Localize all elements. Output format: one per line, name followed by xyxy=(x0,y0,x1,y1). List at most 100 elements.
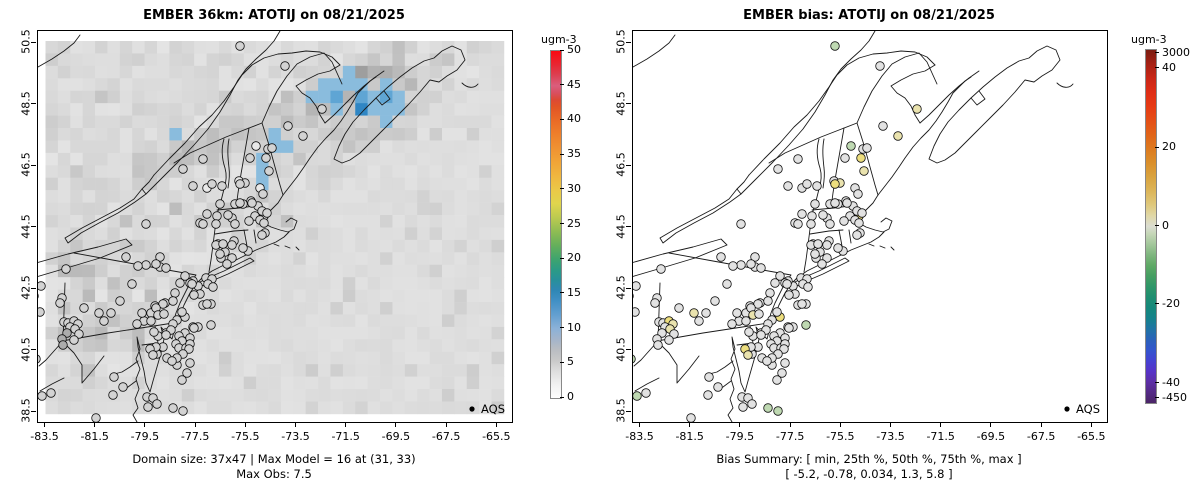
raster-cell xyxy=(107,128,121,141)
aqs-station-marker xyxy=(202,209,212,219)
raster-cell xyxy=(169,215,183,228)
aqs-station-marker xyxy=(875,61,885,71)
raster-cell xyxy=(157,389,170,402)
aqs-station-marker xyxy=(797,299,807,309)
raster-cell xyxy=(119,227,133,241)
raster-cell xyxy=(491,215,505,228)
raster-cell xyxy=(355,252,368,266)
raster-cell xyxy=(441,351,455,365)
raster-cell xyxy=(70,302,83,315)
raster-cell xyxy=(441,339,455,353)
raster-cell xyxy=(491,140,505,154)
raster-cell xyxy=(441,53,455,67)
raster-cell xyxy=(107,41,121,54)
raster-cell xyxy=(132,339,145,353)
raster-cell xyxy=(95,339,108,353)
raster-cell xyxy=(218,351,232,365)
raster-cell xyxy=(318,239,331,253)
raster-cell xyxy=(57,115,71,129)
raster-cell xyxy=(169,239,183,253)
raster-cell xyxy=(157,78,170,92)
raster-cell xyxy=(330,177,344,191)
aqs-station-marker xyxy=(244,216,254,226)
raster-cell xyxy=(466,239,480,253)
raster-cell xyxy=(95,152,108,166)
colorbar-tick xyxy=(1155,52,1159,54)
raster-cell xyxy=(417,264,430,278)
aqs-station-marker xyxy=(770,278,780,288)
raster-cell xyxy=(367,326,381,340)
raster-cell xyxy=(243,78,257,92)
raster-cell xyxy=(441,78,455,92)
raster-cell xyxy=(57,215,71,228)
raster-cell xyxy=(355,65,368,79)
raster-cell xyxy=(466,302,480,315)
raster-cell xyxy=(218,277,232,290)
raster-cell xyxy=(231,339,245,353)
raster-cell xyxy=(429,202,443,216)
raster-cell xyxy=(243,53,257,67)
raster-cell xyxy=(330,227,344,241)
raster-cell xyxy=(380,202,393,216)
raster-cell xyxy=(380,152,393,166)
raster-cell xyxy=(466,128,480,141)
raster-cell xyxy=(194,78,207,92)
raster-cell xyxy=(380,351,393,365)
boundary-line xyxy=(273,243,300,251)
raster-cell xyxy=(82,53,96,67)
raster-cell xyxy=(132,252,145,266)
model-colorbar xyxy=(550,50,562,399)
raster-cell xyxy=(479,152,492,166)
raster-cell xyxy=(491,227,505,241)
raster-cell xyxy=(119,215,133,228)
y-axis-tick-label: 42.5 xyxy=(19,275,33,300)
raster-cell xyxy=(342,264,356,278)
aqs-station-marker xyxy=(235,179,245,189)
raster-cell xyxy=(157,128,170,141)
raster-cell xyxy=(318,227,331,241)
raster-cell xyxy=(218,90,232,104)
raster-cell xyxy=(181,65,195,79)
raster-cell xyxy=(367,339,381,353)
raster-cell xyxy=(417,364,430,377)
raster-cell xyxy=(268,128,282,141)
raster-cell xyxy=(206,326,220,340)
raster-cell xyxy=(380,53,393,67)
x-axis-tick xyxy=(44,422,45,427)
raster-cell xyxy=(256,376,269,390)
raster-cell xyxy=(70,41,83,54)
raster-cell xyxy=(367,202,381,216)
raster-cell xyxy=(293,227,306,241)
raster-cell xyxy=(367,165,381,179)
raster-cell xyxy=(268,401,282,415)
aqs-station-marker xyxy=(830,41,840,51)
raster-cell xyxy=(367,78,381,92)
raster-cell xyxy=(305,165,319,179)
raster-cell xyxy=(342,202,356,216)
x-axis-tick-label: -71.5 xyxy=(331,430,360,443)
raster-cell xyxy=(330,202,344,216)
raster-cell xyxy=(45,165,59,179)
aqs-station-marker xyxy=(833,243,843,253)
right-caption-line2: [ -5.2, -0.78, 0.034, 1.3, 5.8 ] xyxy=(785,467,953,481)
aqs-station-marker xyxy=(912,104,922,114)
raster-cell xyxy=(305,326,319,340)
raster-cell xyxy=(206,339,220,353)
raster-cell xyxy=(144,177,158,191)
raster-cell xyxy=(466,314,480,328)
raster-cell xyxy=(107,78,121,92)
raster-cell xyxy=(45,227,59,241)
raster-cell xyxy=(466,277,480,290)
y-axis-tick-label: 38.5 xyxy=(19,398,33,423)
raster-cell xyxy=(256,65,269,79)
aqs-station-marker xyxy=(247,198,257,208)
raster-cell xyxy=(70,401,83,415)
aqs-station-marker xyxy=(55,298,65,308)
raster-cell xyxy=(45,302,59,315)
raster-cell xyxy=(268,351,282,365)
raster-cell xyxy=(70,215,83,228)
raster-cell xyxy=(243,339,257,353)
colorbar-tick xyxy=(1155,303,1159,305)
raster-cell xyxy=(355,128,368,141)
raster-cell xyxy=(355,364,368,377)
